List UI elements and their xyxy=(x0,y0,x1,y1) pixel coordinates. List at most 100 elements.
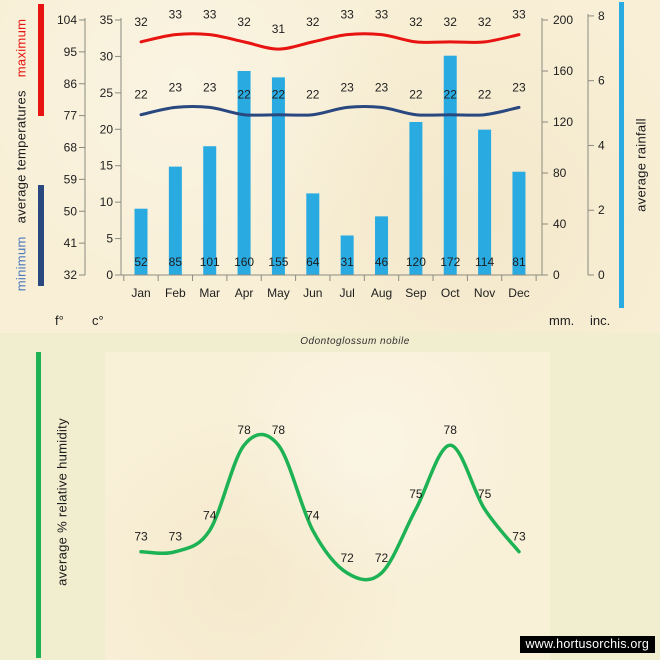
humidity-value: 73 xyxy=(134,530,148,544)
rainfall-bar-dec xyxy=(512,171,526,275)
maximum-temperature-value: 32 xyxy=(478,15,492,29)
inches-unit-label: inc. xyxy=(590,313,610,328)
celsius-tick-label: 25 xyxy=(100,86,114,100)
minimum-temperature-value: 22 xyxy=(478,88,492,102)
minimum-temperature-legend-bar xyxy=(38,185,44,286)
maximum-temperature-value: 32 xyxy=(444,15,458,29)
minimum-temperature-value: 22 xyxy=(272,88,286,102)
inches-tick-label: 6 xyxy=(598,74,605,88)
rainfall-value: 46 xyxy=(375,255,389,269)
rainfall-bar-jun xyxy=(306,193,320,275)
month-label-may: May xyxy=(267,286,290,300)
maximum-temperature-value: 32 xyxy=(237,15,251,29)
rainfall-value: 52 xyxy=(134,255,148,269)
humidity-value: 78 xyxy=(272,423,286,437)
humidity-value: 78 xyxy=(237,423,251,437)
celsius-tick-label: 20 xyxy=(100,122,114,136)
humidity-value: 75 xyxy=(409,487,423,501)
minimum-temperature-value: 23 xyxy=(169,80,183,94)
fahrenheit-tick-label: 32 xyxy=(64,268,78,282)
minimum-temperature-value: 23 xyxy=(512,80,526,94)
celsius-tick-label: 5 xyxy=(106,232,113,246)
minimum-temperature-value: 23 xyxy=(375,80,389,94)
maximum-temperature-value: 32 xyxy=(306,15,320,29)
rainfall-bar-feb xyxy=(168,166,182,275)
maximum-temperature-value: 32 xyxy=(409,15,423,29)
humidity-value: 74 xyxy=(203,508,217,522)
minimum-temperature-value: 22 xyxy=(237,88,251,102)
rainfall-value: 114 xyxy=(475,255,494,269)
month-label-oct: Oct xyxy=(441,286,460,300)
watermark-link[interactable]: www.hortusorchis.org xyxy=(519,636,655,653)
celsius-unit-label: c° xyxy=(92,313,104,328)
celsius-tick-label: 30 xyxy=(100,49,114,63)
minimum-temperature-value: 22 xyxy=(444,88,458,102)
fahrenheit-tick-label: 104 xyxy=(57,13,77,27)
month-label-apr: Apr xyxy=(235,286,254,300)
rainfall-bar-mar xyxy=(203,146,217,275)
rainfall-bar-jan xyxy=(134,208,148,275)
fahrenheit-tick-label: 77 xyxy=(64,109,78,123)
fahrenheit-unit-label: f° xyxy=(55,313,64,328)
humidity-plot-background xyxy=(105,352,550,660)
month-label-feb: Feb xyxy=(165,286,186,300)
maximum-temperature-value: 33 xyxy=(169,8,183,22)
humidity-value: 75 xyxy=(478,487,492,501)
month-label-jul: Jul xyxy=(339,286,354,300)
humidity-value: 73 xyxy=(169,530,183,544)
inches-tick-label: 2 xyxy=(598,203,605,217)
rainfall-value: 85 xyxy=(169,255,183,269)
minimum-temperature-value: 23 xyxy=(203,80,217,94)
rainfall-bar-sep xyxy=(409,122,423,275)
rainfall-bar-oct xyxy=(443,55,457,276)
celsius-tick-label: 15 xyxy=(100,159,114,173)
month-label-sep: Sep xyxy=(405,286,427,300)
rainfall-value: 101 xyxy=(200,255,220,269)
millimeter-tick-label: 200 xyxy=(553,13,573,27)
maximum-temperature-value: 33 xyxy=(203,8,217,22)
maximum-temperature-value: 33 xyxy=(375,8,389,22)
millimeter-tick-label: 160 xyxy=(553,64,573,78)
millimeter-tick-label: 40 xyxy=(553,217,567,231)
species-title: Odontoglossum nobile xyxy=(300,336,410,347)
month-label-jan: Jan xyxy=(131,286,150,300)
millimeter-unit-label: mm. xyxy=(549,313,574,328)
rainfall-bar-jul xyxy=(340,235,354,275)
fahrenheit-tick-label: 41 xyxy=(64,236,78,250)
fahrenheit-tick-label: 59 xyxy=(64,172,78,186)
humidity-value: 72 xyxy=(340,551,354,565)
millimeter-tick-label: 120 xyxy=(553,115,573,129)
humidity-value: 74 xyxy=(306,508,320,522)
fahrenheit-tick-label: 86 xyxy=(64,77,78,91)
minimum-temperature-value: 23 xyxy=(340,80,354,94)
maximum-temperature-legend-bar xyxy=(38,4,44,116)
celsius-tick-label: 10 xyxy=(100,195,114,209)
rainfall-bar-aug xyxy=(375,216,389,275)
humidity-legend-bar xyxy=(36,352,41,658)
fahrenheit-tick-label: 95 xyxy=(64,45,78,59)
rainfall-bar-nov xyxy=(478,129,492,275)
month-label-aug: Aug xyxy=(371,286,392,300)
celsius-tick-label: 0 xyxy=(106,268,113,282)
temperature-rainfall-chart-background xyxy=(0,0,660,333)
rainfall-value: 120 xyxy=(406,255,426,269)
minimum-temperature-value: 22 xyxy=(409,88,423,102)
celsius-tick-label: 35 xyxy=(100,13,114,27)
inches-tick-label: 0 xyxy=(598,268,605,282)
minimum-temperature-value: 22 xyxy=(134,88,148,102)
month-label-jun: Jun xyxy=(303,286,322,300)
maximum-temperature-value: 33 xyxy=(340,8,354,22)
humidity-value: 78 xyxy=(444,423,458,437)
inches-tick-label: 8 xyxy=(598,9,605,23)
rainfall-value: 155 xyxy=(268,255,288,269)
rainfall-value: 81 xyxy=(512,255,526,269)
humidity-value: 73 xyxy=(512,530,526,544)
rainfall-bar-apr xyxy=(237,71,251,275)
month-label-dec: Dec xyxy=(508,286,529,300)
month-label-mar: Mar xyxy=(199,286,220,300)
rainfall-value: 160 xyxy=(234,255,254,269)
rainfall-legend-bar xyxy=(619,2,624,308)
humidity-value: 72 xyxy=(375,551,389,565)
